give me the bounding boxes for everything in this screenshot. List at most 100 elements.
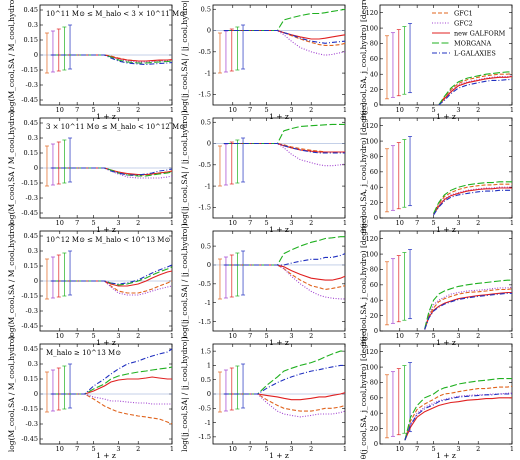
y-tick-label: 80 [370,40,378,48]
y-tick-label: 0.15 [24,375,38,383]
series-line-new-galform [433,187,512,215]
y-tick-label: 60 [370,394,378,402]
x-tick-label: 5 [431,219,435,227]
row-label: 10^12 M⊙ ≤ M_halo < 10^13 M⊙ [46,236,170,244]
x-tick-label: 1 [343,219,347,227]
panel-r3-c0: 10 7 5 3 2 1 1 + z -0.45 -0.3 -0.15 0 0.15 0.3 0.45 lo… [7,336,174,460]
x-tick-label: 3 [289,219,293,227]
panel-r1-c1: 10 7 5 3 2 1 1 + z -1.5 -1 -0.5 0 0.5 log(|j_cool,SA… [180,110,347,234]
y-tick-label: -0.3 [25,194,38,202]
y-tick-label: 0 [374,214,378,222]
y-tick-label: 0 [207,140,211,148]
y-tick-label: -1 [205,299,211,307]
x-tick-label: 2 [136,106,140,114]
y-tick-label: 0.15 [24,36,38,44]
series-line-l-galaxies [223,142,345,154]
y-tick-label: 100 [366,363,378,371]
x-tick-label: 7 [415,106,419,114]
series-line-new-galform [50,376,172,395]
series-line-l-galaxies [433,189,512,216]
series-line-l-galaxies [438,79,512,106]
y-tick-label: 20 [370,425,378,433]
x-tick-label: 5 [431,445,435,453]
y-tick-label: -1 [205,419,211,427]
series-line-gfc1 [223,264,346,291]
series-line-new-galform [438,75,513,106]
series-line-l-galaxies [50,348,173,395]
y-tick-label: 80 [370,266,378,274]
y-axis-label: log(|j_cool,SA| / |j_cool,hydro|) [180,223,189,339]
y-axis-label: θ(j_cool,SA, j_cool,hydro) [degree] [359,103,368,234]
x-tick-label: 2 [476,106,480,114]
series-line-l-galaxies [50,54,173,66]
x-tick-label: 10 [229,106,237,114]
series-line-morgana [433,181,512,214]
x-axis-label: 1 + z [96,225,116,234]
x-tick-label: 2 [309,106,313,114]
y-axis-label: log(M_cool,SA / M_cool,hydro) [7,336,16,452]
x-tick-label: 5 [91,332,95,340]
series-line-new-galform [404,397,512,441]
x-tick-label: 5 [264,106,268,114]
y-tick-label: 0.45 [24,6,38,14]
y-tick-label: -0.5 [198,280,211,288]
y-axis-label: log(M_cool,SA / M_cool,hydro) [7,110,16,226]
x-tick-label: 10 [56,445,64,453]
x-tick-label: 3 [116,106,120,114]
y-tick-label: 100 [366,250,378,258]
legend-entry: MORGANA [454,39,491,47]
x-tick-label: 3 [289,106,293,114]
row-label: 10^11 M⊙ ≤ M_halo < 3 × 10^11 M⊙ [46,10,185,18]
series-line-new-galform [223,392,346,401]
legend-entry: new GALFORM [454,29,506,37]
x-tick-label: 10 [396,219,404,227]
axes-frame [379,4,513,106]
x-tick-label: 2 [476,332,480,340]
series-line-morgana [404,378,512,441]
x-tick-label: 1 [510,332,514,340]
y-tick-label: -0.45 [21,322,38,330]
y-tick-label: 0 [207,261,211,269]
x-tick-label: 3 [289,332,293,340]
x-tick-label: 5 [264,445,268,453]
x-tick-label: 7 [415,332,419,340]
y-tick-label: 0.5 [201,242,211,250]
series-line-gfc1 [404,385,513,441]
y-tick-label: 0 [374,440,378,448]
y-tick-label: 20 [370,312,378,320]
series-line-gfc2 [50,280,173,296]
series-line-new-galform [424,291,512,330]
x-tick-label: 3 [456,445,460,453]
y-tick-label: 120 [366,9,378,17]
y-tick-label: 0 [34,277,38,285]
x-tick-label: 7 [248,332,252,340]
y-tick-label: 0.15 [24,149,38,157]
y-tick-label: 40 [370,409,378,417]
y-tick-label: 0.3 [28,247,38,255]
panel-r2-c2: 10 7 5 3 2 11 + z020406080100120θ(j_cool,SA, … [359,216,514,347]
x-tick-label: 10 [396,106,404,114]
x-tick-label: 3 [456,219,460,227]
y-tick-label: 120 [366,348,378,356]
x-tick-label: 2 [136,219,140,227]
y-tick-label: -0.3 [25,307,38,315]
x-tick-label: 5 [264,332,268,340]
x-tick-label: 2 [309,332,313,340]
y-tick-label: 0 [374,327,378,335]
series-line-morgana [223,350,345,395]
series-line-gfc1 [50,393,173,425]
x-tick-label: 2 [476,219,480,227]
panel-r2-c1: 10 7 5 3 2 1 1 + z -1.5 -1 -0.5 0 0.5 log(|j_cool,SA… [180,223,347,347]
x-tick-label: 2 [309,219,313,227]
y-axis-label: log(|j_cool,SA| / |j_cool,hydro|) [180,110,189,226]
x-tick-label: 10 [229,445,237,453]
legend-entry: GFC2 [454,19,473,27]
x-tick-label: 10 [396,332,404,340]
row-label: 3 × 10^11 M⊙ ≤ M_halo < 10^12 M⊙ [46,123,185,131]
y-tick-label: 0 [374,101,378,109]
y-tick-label: -0.15 [21,179,38,187]
x-tick-label: 2 [309,445,313,453]
x-axis-label: 1 + z [96,112,116,121]
panels: 10 7 5 3 2 11 + z-0.45-0.3-0.1500.150.30.45lo… [7,0,514,460]
series-line-morgana [223,123,345,145]
